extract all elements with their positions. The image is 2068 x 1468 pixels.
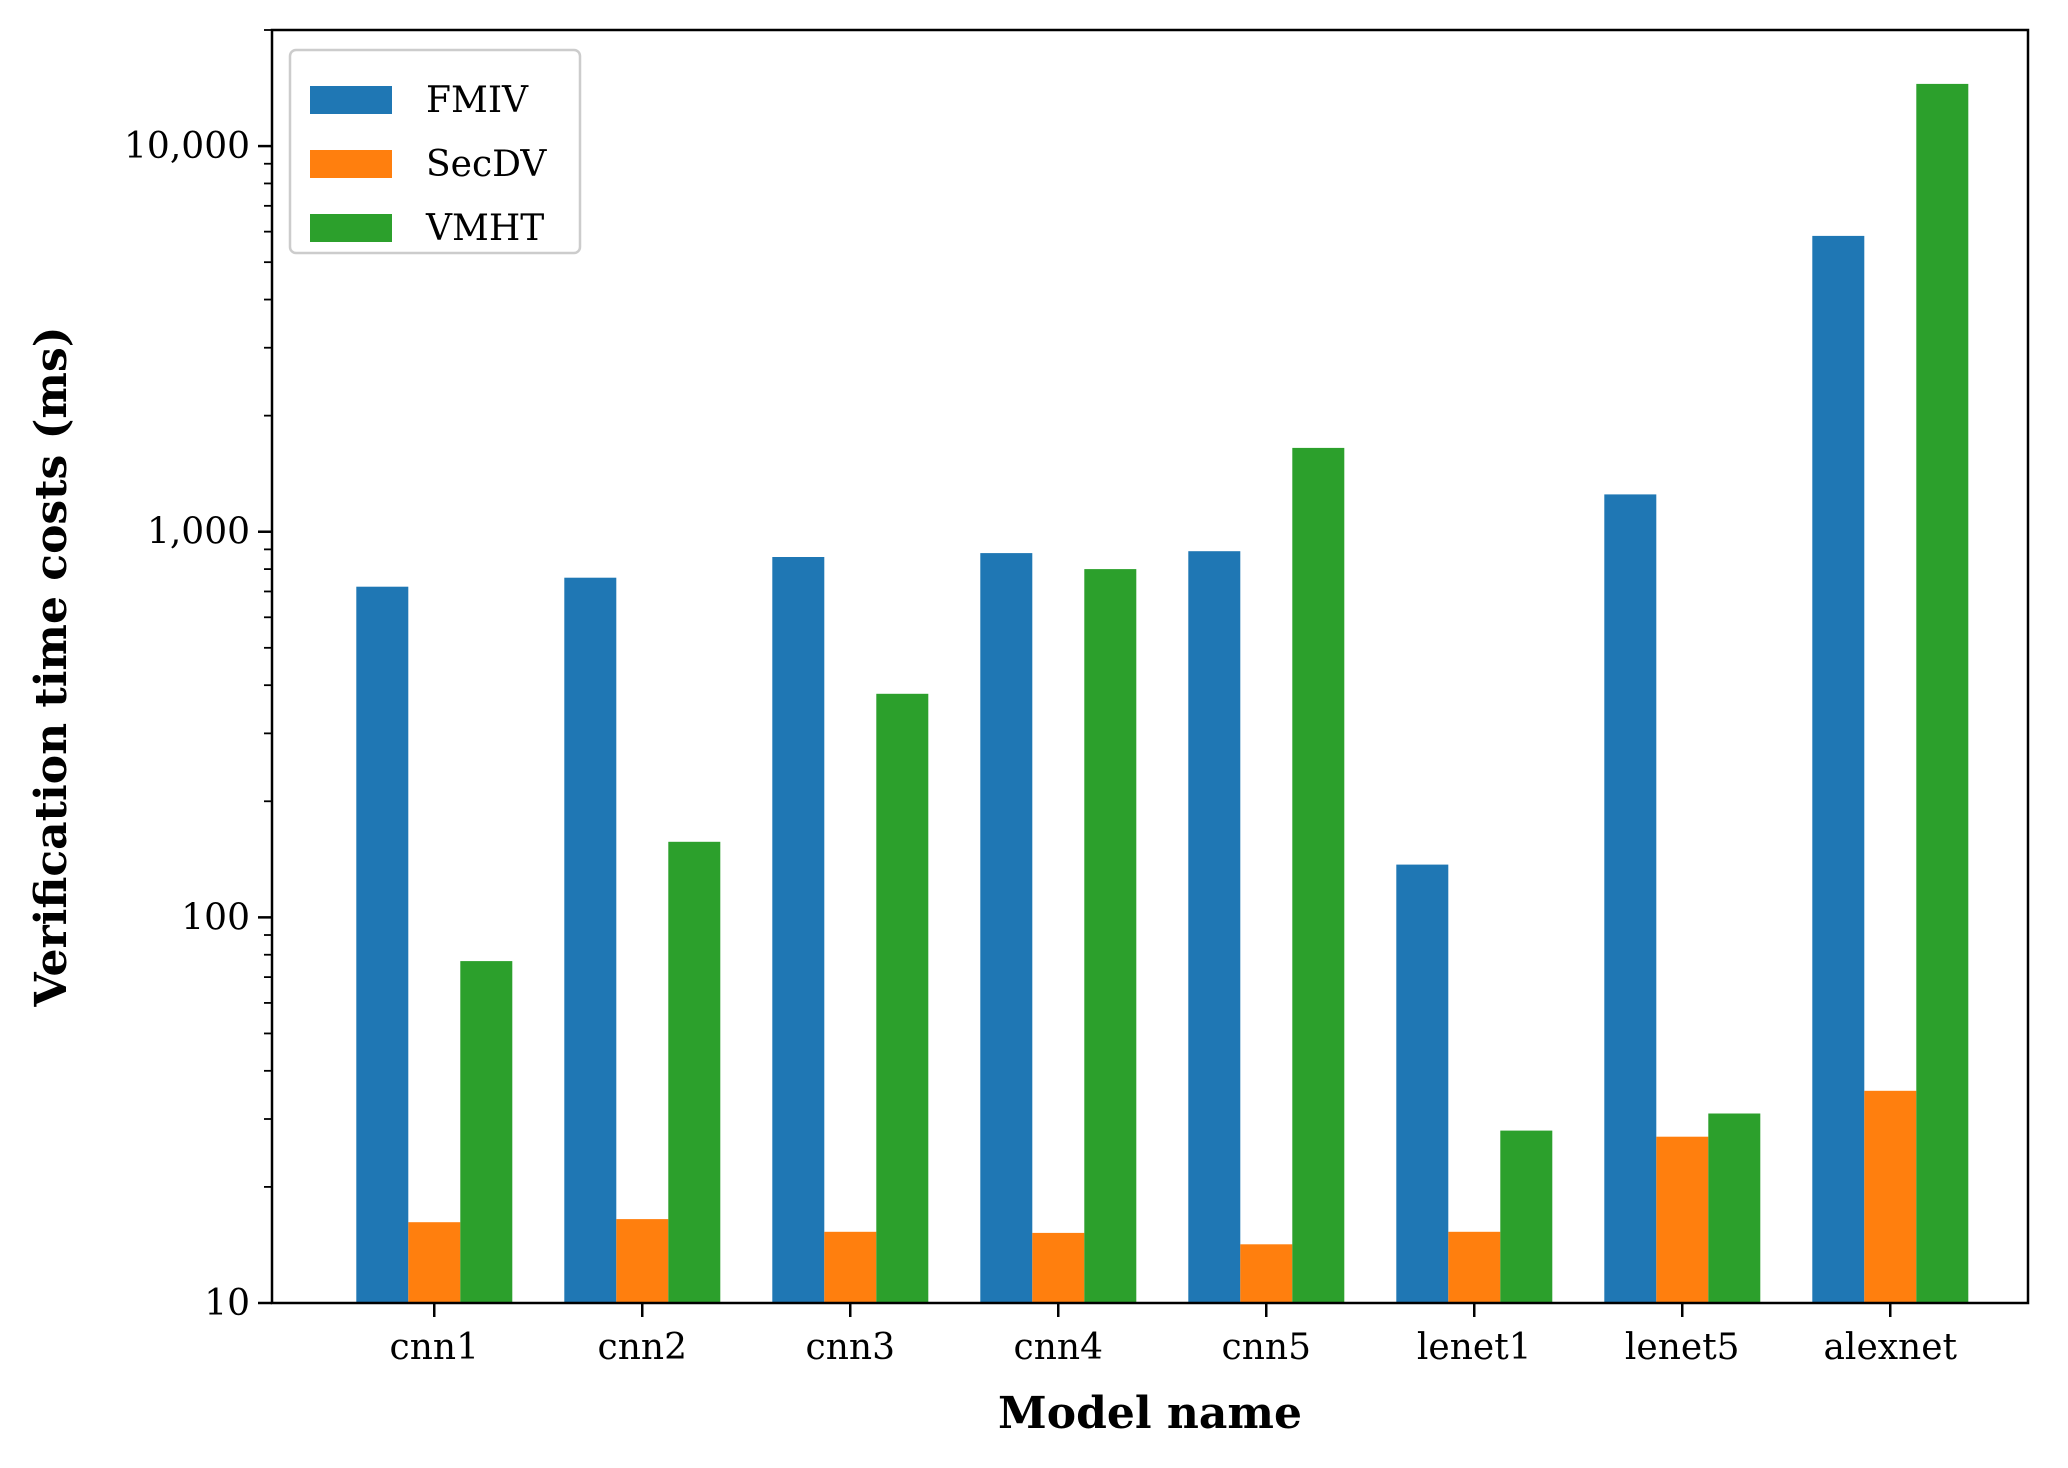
bar-secdv-alexnet <box>1864 1090 1917 1303</box>
bar-fmiv-cnn3 <box>772 557 825 1303</box>
bar-vmht-cnn5 <box>1292 447 1345 1303</box>
bar-secdv-cnn5 <box>1240 1244 1293 1303</box>
bar-secdv-lenet5 <box>1656 1136 1709 1303</box>
bar-secdv-cnn4 <box>1032 1232 1085 1303</box>
legend-label-fmiv: FMIV <box>426 80 529 121</box>
bar-vmht-cnn1 <box>460 961 513 1303</box>
legend-swatch-secdv <box>310 150 392 178</box>
bar-vmht-cnn2 <box>668 841 721 1303</box>
bar-vmht-lenet5 <box>1708 1113 1761 1303</box>
bar-secdv-cnn3 <box>824 1231 877 1303</box>
bar-fmiv-lenet1 <box>1396 864 1449 1303</box>
bar-secdv-lenet1 <box>1448 1231 1501 1303</box>
bars-layer <box>356 83 1969 1303</box>
y-axis-label: Verification time costs (ms) <box>26 326 77 1007</box>
x-tick-label: cnn3 <box>806 1327 895 1368</box>
bar-fmiv-alexnet <box>1812 235 1865 1303</box>
bar-vmht-cnn3 <box>876 693 929 1303</box>
legend: FMIV SecDV VMHT <box>288 48 582 255</box>
legend-swatch-fmiv <box>310 86 392 114</box>
x-tick-label: cnn4 <box>1014 1327 1103 1368</box>
y-tick-label: 10 <box>204 1283 250 1324</box>
bar-fmiv-cnn1 <box>356 586 409 1303</box>
legend-swatch-vmht <box>310 214 392 242</box>
bar-vmht-cnn4 <box>1084 569 1137 1303</box>
bar-vmht-lenet1 <box>1500 1130 1553 1303</box>
x-tick-label: lenet1 <box>1417 1327 1532 1368</box>
x-tick-label: cnn2 <box>598 1327 687 1368</box>
x-tick-label: cnn5 <box>1222 1327 1311 1368</box>
x-tick-label: cnn1 <box>390 1327 479 1368</box>
y-axis: 10 100 1,000 10,000 <box>124 29 272 1324</box>
y-tick-label: 10,000 <box>124 126 250 167</box>
bar-fmiv-lenet5 <box>1604 494 1657 1303</box>
plot-frame <box>270 28 2030 1305</box>
bar-fmiv-cnn2 <box>564 577 617 1303</box>
x-tick-label: lenet5 <box>1625 1327 1740 1368</box>
bar-secdv-cnn2 <box>616 1219 669 1303</box>
x-axis-label: Model name <box>998 1388 1302 1439</box>
x-axis: cnn1 cnn2 cnn3 cnn4 cnn5 lenet1 lenet5 alexnet <box>390 1303 1958 1368</box>
x-tick-label: alexnet <box>1823 1327 1957 1368</box>
legend-label-vmht: VMHT <box>425 208 544 249</box>
y-tick-label: 100 <box>181 897 250 938</box>
bar-vmht-alexnet <box>1916 83 1969 1303</box>
bar-secdv-cnn1 <box>408 1222 461 1303</box>
bar-fmiv-cnn5 <box>1188 551 1241 1303</box>
y-tick-label: 1,000 <box>147 512 250 553</box>
bar-fmiv-cnn4 <box>980 553 1033 1303</box>
legend-label-secdv: SecDV <box>426 144 547 185</box>
